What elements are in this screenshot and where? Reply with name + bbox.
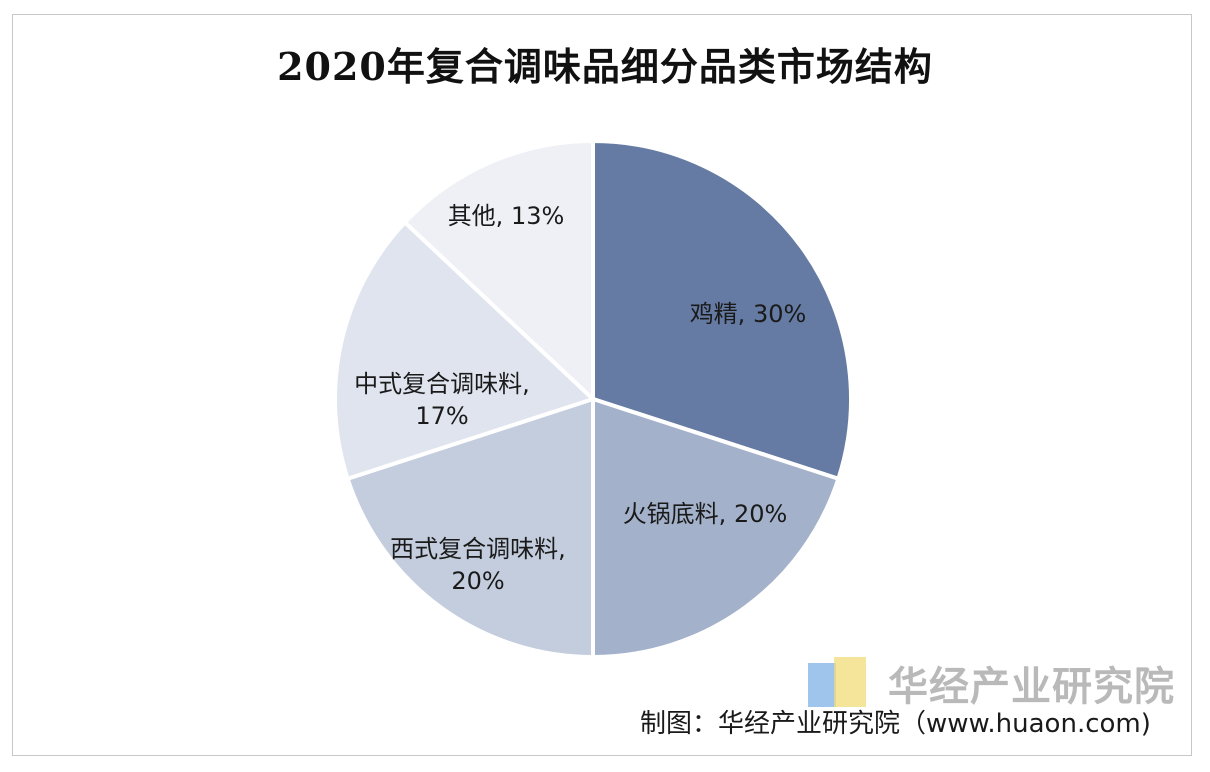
watermark: 华经产业研究院 bbox=[808, 654, 1175, 712]
slice-label-3-line-1: 西式复合调味料, bbox=[390, 535, 566, 563]
chart-title: 2020年复合调味品细分品类市场结构 bbox=[277, 44, 933, 89]
pie-slice-3 bbox=[345, 396, 595, 660]
slice-label-3-line-2: 20% bbox=[451, 567, 504, 595]
pie-slice-4 bbox=[333, 219, 597, 482]
watermark-logo-icon bbox=[808, 657, 870, 709]
pie-slice-1 bbox=[591, 138, 853, 482]
slice-label-4-line-2: 17% bbox=[415, 402, 468, 430]
slice-label-2: 火锅底料, 20% bbox=[623, 500, 788, 528]
pie-slice-5 bbox=[402, 138, 595, 404]
slice-label-5: 其他, 13% bbox=[448, 202, 565, 230]
slice-label-1: 鸡精, 30% bbox=[690, 300, 807, 328]
source-credit: 制图：华经产业研究院（www.huaon.com) bbox=[640, 709, 1151, 739]
watermark-text: 华经产业研究院 bbox=[888, 664, 1175, 710]
slice-label-4-line-1: 中式复合调味料, bbox=[354, 370, 530, 398]
pie-slice-2 bbox=[591, 396, 841, 660]
